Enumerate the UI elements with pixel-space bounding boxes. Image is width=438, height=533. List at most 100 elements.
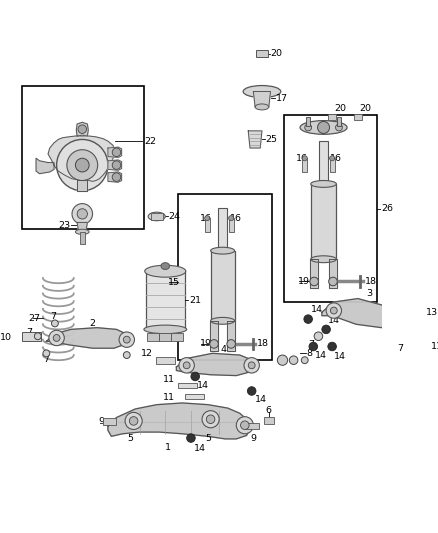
Circle shape — [393, 332, 401, 341]
Circle shape — [330, 307, 337, 314]
Circle shape — [43, 350, 50, 357]
Bar — [218, 208, 227, 251]
Polygon shape — [108, 160, 122, 170]
Circle shape — [129, 417, 138, 425]
Circle shape — [183, 362, 190, 369]
Circle shape — [125, 413, 142, 430]
Bar — [284, 116, 377, 302]
Circle shape — [301, 357, 308, 364]
Bar — [151, 213, 162, 220]
Circle shape — [310, 277, 318, 286]
Circle shape — [304, 315, 312, 324]
Ellipse shape — [161, 263, 170, 270]
Ellipse shape — [144, 325, 187, 334]
Text: 8: 8 — [307, 349, 312, 358]
Bar — [329, 158, 335, 172]
Bar — [337, 117, 341, 126]
Polygon shape — [177, 353, 257, 376]
Circle shape — [240, 421, 249, 430]
Circle shape — [314, 332, 323, 341]
Circle shape — [244, 358, 259, 373]
Text: 20: 20 — [334, 104, 346, 113]
Text: 12: 12 — [141, 349, 152, 358]
Polygon shape — [108, 403, 251, 439]
Bar — [22, 85, 144, 229]
Circle shape — [302, 156, 307, 161]
Text: 18: 18 — [364, 277, 377, 286]
Text: 16: 16 — [230, 214, 241, 223]
Text: 14: 14 — [194, 444, 205, 453]
Text: 10: 10 — [0, 334, 12, 342]
Ellipse shape — [311, 256, 336, 263]
Text: 16: 16 — [296, 154, 308, 163]
Text: 11: 11 — [162, 393, 175, 402]
Polygon shape — [310, 259, 318, 288]
Circle shape — [52, 320, 58, 327]
Text: 25: 25 — [265, 135, 277, 144]
Ellipse shape — [145, 265, 186, 277]
Text: 16: 16 — [200, 214, 212, 223]
Text: 15: 15 — [168, 278, 180, 287]
Text: 2: 2 — [89, 319, 95, 328]
Bar — [178, 383, 197, 389]
Ellipse shape — [211, 318, 235, 324]
Polygon shape — [48, 136, 115, 181]
Text: 9: 9 — [99, 417, 105, 426]
Polygon shape — [108, 172, 122, 182]
Polygon shape — [227, 321, 236, 351]
Circle shape — [309, 342, 318, 351]
Text: 1: 1 — [165, 443, 171, 452]
Circle shape — [318, 122, 329, 133]
Text: 7: 7 — [50, 312, 56, 321]
Circle shape — [112, 161, 121, 169]
Bar — [211, 251, 235, 321]
Text: 11: 11 — [431, 342, 438, 351]
Text: 14: 14 — [255, 395, 267, 404]
Circle shape — [187, 434, 195, 442]
Bar — [205, 218, 210, 232]
Ellipse shape — [311, 181, 336, 188]
Polygon shape — [210, 321, 218, 351]
Bar — [246, 423, 259, 430]
Polygon shape — [46, 328, 131, 348]
Bar — [229, 218, 234, 232]
Polygon shape — [77, 180, 88, 191]
Text: 18: 18 — [257, 340, 269, 349]
Circle shape — [322, 325, 330, 334]
Text: 23: 23 — [58, 221, 71, 230]
Text: 21: 21 — [189, 296, 201, 305]
Polygon shape — [77, 222, 88, 233]
Circle shape — [290, 356, 298, 365]
Circle shape — [119, 332, 134, 348]
Bar — [178, 194, 272, 360]
Bar — [216, 248, 230, 253]
Ellipse shape — [243, 85, 281, 98]
Bar — [264, 417, 274, 424]
Circle shape — [202, 410, 219, 428]
Circle shape — [124, 352, 130, 359]
Text: 17: 17 — [276, 94, 288, 103]
Ellipse shape — [300, 120, 347, 134]
Text: 19: 19 — [298, 277, 310, 286]
Text: 11: 11 — [162, 375, 175, 384]
Bar — [307, 117, 310, 126]
Text: 7: 7 — [26, 328, 32, 337]
Text: 20: 20 — [360, 104, 371, 113]
Bar — [80, 232, 85, 244]
Text: 14: 14 — [334, 352, 346, 361]
Text: 14: 14 — [315, 351, 327, 360]
Text: 7: 7 — [43, 355, 49, 364]
Bar — [316, 181, 331, 185]
Bar — [319, 141, 328, 184]
Text: 4: 4 — [221, 344, 227, 353]
Circle shape — [112, 173, 121, 181]
Polygon shape — [254, 92, 271, 107]
Circle shape — [49, 330, 64, 345]
Bar — [147, 333, 159, 341]
Circle shape — [67, 150, 98, 181]
Circle shape — [248, 362, 255, 369]
Circle shape — [191, 372, 199, 381]
Circle shape — [112, 148, 121, 157]
Bar — [171, 333, 183, 341]
Circle shape — [205, 215, 210, 221]
